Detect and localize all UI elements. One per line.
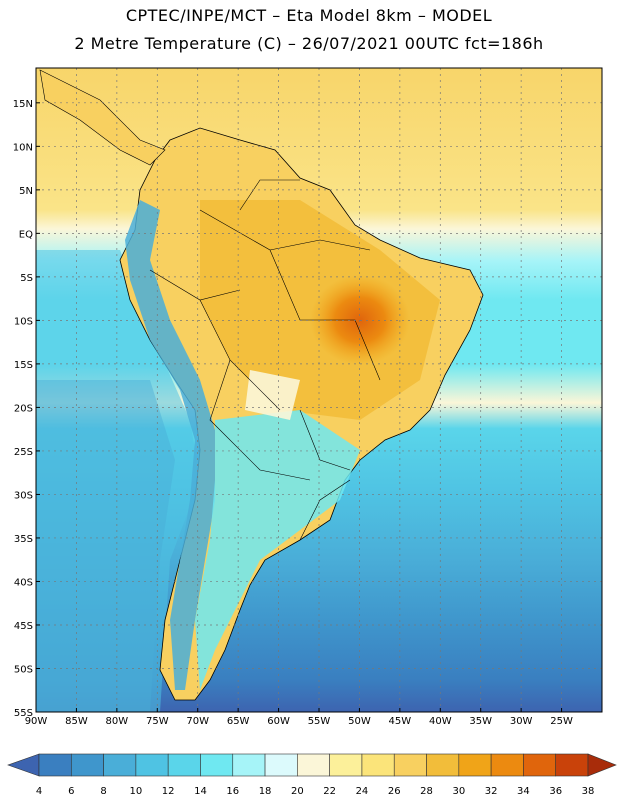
latitude-label: 15S <box>14 360 33 371</box>
longitude-label: 40W <box>429 716 452 727</box>
latitude-label: EQ <box>19 229 33 240</box>
colorbar-max-arrow <box>587 753 617 777</box>
colorbar-swatch <box>458 753 492 777</box>
colorbar-swatch <box>426 753 460 777</box>
colorbar-swatch <box>490 753 524 777</box>
colorbar-labels: 4 6 8 10 12 14 16 18 20 22 24 26 28 30 32 34 36 38 <box>36 786 595 797</box>
colorbar-label: 28 <box>420 786 433 797</box>
colorbar-label: 20 <box>291 786 304 797</box>
longitude-label: 25W <box>550 716 573 727</box>
latitude-label: 30S <box>14 490 33 501</box>
colorbar-swatch <box>393 753 427 777</box>
pacific-cool-water <box>36 250 200 712</box>
map-gridlines <box>36 68 602 712</box>
colorbar-swatches <box>7 753 617 777</box>
colorbar-label: 12 <box>162 786 175 797</box>
latitude-label: 10N <box>13 142 33 153</box>
colorbar-swatch <box>555 753 589 777</box>
colorbar-swatch <box>70 753 104 777</box>
longitude-label: 50W <box>348 716 371 727</box>
colorbar-label: 38 <box>582 786 595 797</box>
colorbar-swatch <box>264 753 298 777</box>
longitude-label: 75W <box>146 716 169 727</box>
colorbar-label: 18 <box>259 786 272 797</box>
colorbar-label: 4 <box>36 786 42 797</box>
map-field <box>36 68 602 712</box>
colorbar-min-arrow <box>7 753 40 777</box>
latitude-label: 50S <box>14 664 33 675</box>
longitude-label: 35W <box>469 716 492 727</box>
colorbar-label: 34 <box>517 786 530 797</box>
colorbar-swatch <box>232 753 266 777</box>
longitude-label: 80W <box>106 716 129 727</box>
pacific-cold-water <box>36 380 175 712</box>
map-title-line-1: CPTEC/INPE/MCT – Eta Model 8km – MODEL <box>125 6 493 25</box>
latitude-label: 15N <box>13 99 33 110</box>
andes-cold-strip <box>125 200 215 690</box>
colorbar-swatch <box>135 753 169 777</box>
colorbar-swatch <box>167 753 201 777</box>
longitude-label: 30W <box>510 716 533 727</box>
colorbar-label: 26 <box>388 786 401 797</box>
colorbar-label: 16 <box>226 786 239 797</box>
colorbar-swatch <box>329 753 363 777</box>
colorbar-swatch <box>200 753 234 777</box>
country-borders <box>149 179 381 541</box>
map-title-line-2: 2 Metre Temperature (C) – 26/07/2021 00U… <box>74 34 544 53</box>
colorbar-swatch <box>103 753 137 777</box>
colorbar-label: 10 <box>130 786 143 797</box>
longitude-label: 55W <box>308 716 331 727</box>
longitude-label: 70W <box>186 716 209 727</box>
latitude-label: 20S <box>14 403 33 414</box>
colorbar-swatch <box>523 753 557 777</box>
latitude-label: 35S <box>14 534 33 545</box>
colorbar-swatch <box>297 753 330 777</box>
latitude-label: 45S <box>14 621 33 632</box>
colorbar-label: 8 <box>100 786 106 797</box>
latitude-label: 40S <box>14 577 33 588</box>
latitude-label: 25S <box>14 447 33 458</box>
colorbar-label: 30 <box>452 786 465 797</box>
longitude-label: 85W <box>65 716 88 727</box>
longitude-labels: 90W 85W 80W 75W 70W 65W 60W 55W 50W 45W 40W 35W 30W 2… <box>25 708 573 727</box>
southern-cone-cool-region <box>195 410 360 690</box>
colorbar-swatch <box>361 753 395 777</box>
colorbar-label: 22 <box>323 786 336 797</box>
central-america-landmass <box>39 69 166 166</box>
latitude-label: 5N <box>19 186 33 197</box>
colorbar-label: 32 <box>485 786 498 797</box>
longitude-label: 45W <box>389 716 412 727</box>
colorbar-label: 14 <box>194 786 207 797</box>
longitude-label: 60W <box>267 716 290 727</box>
colorbar-swatch <box>38 753 72 777</box>
longitude-label: 90W <box>25 716 48 727</box>
latitude-label: 5S <box>20 273 33 284</box>
latitude-label: 55S <box>14 708 33 719</box>
colorbar-label: 36 <box>549 786 562 797</box>
colorbar-label: 6 <box>68 786 74 797</box>
latitude-label: 10S <box>14 316 33 327</box>
longitude-label: 65W <box>227 716 250 727</box>
colorbar-label: 24 <box>356 786 369 797</box>
latitude-labels: 15N 10N 5N EQ 5S 10S 15S 20S 25S 30S 35S 40S 45S 50S 5… <box>13 99 40 719</box>
hot-core-region <box>310 275 410 365</box>
